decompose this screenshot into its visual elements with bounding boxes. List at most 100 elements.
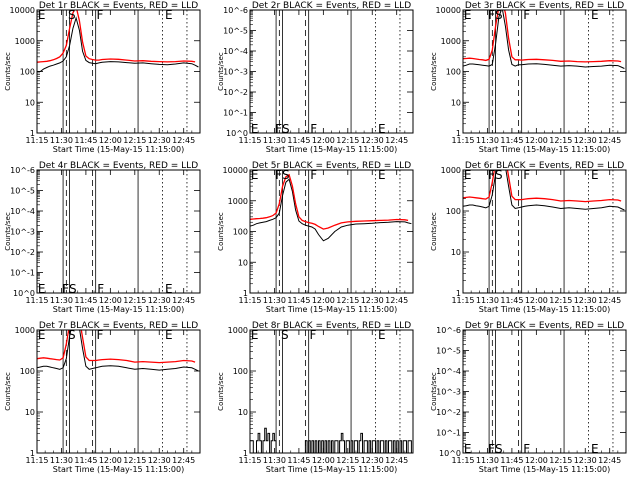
y-tick-label: 10^-5 xyxy=(436,347,461,356)
x-tick-label: 12:00 xyxy=(312,456,335,465)
x-tick-label: 11:30 xyxy=(263,136,286,145)
event-marker-label: E xyxy=(165,282,173,296)
x-tick-label: 11:15 xyxy=(238,456,261,465)
y-tick-label: 1 xyxy=(243,449,248,458)
y-tick-label: 1 xyxy=(30,449,35,458)
event-marker-label: F xyxy=(310,122,317,136)
y-tick-label: 10000 xyxy=(436,6,461,15)
x-tick-label: 12:00 xyxy=(312,136,335,145)
panel-title: Det 1r BLACK = Events, RED = LLD xyxy=(39,1,198,11)
x-tick-label: 12:30 xyxy=(361,296,384,305)
x-tick-label: 11:15 xyxy=(25,136,48,145)
y-tick-label: 1000 xyxy=(441,166,461,175)
y-tick-label: 100 xyxy=(20,68,35,77)
y-tick-label: 10 xyxy=(25,408,35,417)
x-axis-label: Start Time (15-May-15 11:15:00) xyxy=(266,305,397,314)
x-tick-label: 12:15 xyxy=(123,456,146,465)
event-marker-label: E xyxy=(251,122,259,136)
event-marker-label: F xyxy=(523,8,530,22)
x-tick-label: 11:45 xyxy=(287,456,310,465)
y-tick-label: 1 xyxy=(243,289,248,298)
y-tick-label: 1000 xyxy=(15,37,35,46)
x-tick-label: 12:30 xyxy=(361,136,384,145)
y-tick-label: 10000 xyxy=(223,166,248,175)
y-tick-label: 10^-1 xyxy=(10,269,35,278)
y-axis-label: Counts/sec xyxy=(4,52,12,91)
plot-frame xyxy=(249,329,414,454)
event-marker-label: F xyxy=(96,328,103,342)
x-tick-label: 12:45 xyxy=(598,456,621,465)
event-marker-label: S xyxy=(68,328,76,342)
y-axis-label: Counts/sec xyxy=(217,372,225,411)
x-tick-label: 12:15 xyxy=(549,296,572,305)
panel-title: Det 7r BLACK = Events, RED = LLD xyxy=(39,321,198,331)
event-marker-label: FS xyxy=(275,168,289,182)
x-tick-label: 11:15 xyxy=(238,296,261,305)
y-axis-label: Counts/sec xyxy=(217,52,225,91)
panel-title: Det 4r BLACK = Events, RED = LLD xyxy=(39,161,198,171)
x-tick-label: 11:15 xyxy=(451,136,474,145)
x-tick-label: 11:45 xyxy=(500,456,523,465)
x-tick-label: 11:45 xyxy=(500,136,523,145)
y-tick-label: 10 xyxy=(238,258,248,267)
x-axis-label: Start Time (15-May-15 11:15:00) xyxy=(53,305,184,314)
panel-title: Det 8r BLACK = Events, RED = LLD xyxy=(252,321,411,331)
x-tick-label: 12:30 xyxy=(361,456,384,465)
event-marker-label: F xyxy=(309,328,316,342)
y-tick-label: 100 xyxy=(446,207,461,216)
panel-title: Det 5r BLACK = Events, RED = LLD xyxy=(252,161,411,171)
x-tick-label: 11:30 xyxy=(263,456,286,465)
y-axis-label: Counts/sec xyxy=(430,212,438,251)
y-tick-label: 10^-4 xyxy=(436,367,461,376)
y-tick-label: 10^0 xyxy=(13,289,35,298)
event-marker-label: E xyxy=(378,328,386,342)
panel-det2r: Det 2r BLACK = Events, RED = LLD 10^0 10^-… xyxy=(217,1,414,154)
y-tick-label: 1000 xyxy=(228,197,248,206)
x-tick-label: 11:30 xyxy=(476,136,499,145)
panel-title: Det 3r BLACK = Events, RED = LLD xyxy=(465,1,624,11)
y-axis-label: Counts/sec xyxy=(4,372,12,411)
y-axis-label: Counts/sec xyxy=(430,52,438,91)
x-tick-label: 12:15 xyxy=(336,296,359,305)
event-marker-label: E xyxy=(464,168,472,182)
panel-det5r: Det 5r BLACK = Events, RED = LLD 1 10 100 10… xyxy=(217,161,414,314)
x-tick-label: 11:15 xyxy=(451,456,474,465)
x-axis-label: Start Time (15-May-15 11:15:00) xyxy=(53,145,184,154)
y-tick-label: 1 xyxy=(456,129,461,138)
plot-frame xyxy=(462,169,627,294)
x-tick-label: 11:30 xyxy=(50,456,73,465)
x-tick-label: 12:30 xyxy=(148,136,171,145)
y-tick-label: 100 xyxy=(20,367,35,376)
x-tick-label: 12:15 xyxy=(549,136,572,145)
lld-series-line xyxy=(250,173,409,230)
x-tick-label: 11:15 xyxy=(25,296,48,305)
x-tick-label: 12:15 xyxy=(123,136,146,145)
event-marker-label: F xyxy=(523,168,530,182)
x-tick-label: 12:45 xyxy=(598,136,621,145)
event-marker-label: F xyxy=(97,282,104,296)
y-tick-label: 10^-6 xyxy=(436,326,461,335)
x-tick-label: 11:45 xyxy=(74,456,97,465)
x-tick-label: 12:00 xyxy=(525,456,548,465)
panel-det8r: Det 8r BLACK = Events, RED = LLD 1 10 100 10… xyxy=(217,321,414,474)
y-tick-label: 1000 xyxy=(228,326,248,335)
y-tick-label: 10000 xyxy=(10,6,35,15)
panel-det9r: Det 9r BLACK = Events, RED = LLD 10^0 10^-… xyxy=(430,321,627,474)
y-tick-label: 100 xyxy=(233,228,248,237)
y-tick-label: 1000 xyxy=(441,37,461,46)
event-marker-label: E xyxy=(591,168,599,182)
x-tick-label: 11:15 xyxy=(451,296,474,305)
lld-series-line xyxy=(37,10,196,63)
x-axis-label: Start Time (15-May-15 11:15:00) xyxy=(266,465,397,474)
event-marker-label: E xyxy=(378,168,386,182)
events-series-line xyxy=(37,16,199,72)
plot-frame xyxy=(36,169,201,294)
y-tick-label: 10 xyxy=(451,98,461,107)
event-marker-label: E xyxy=(165,8,173,22)
y-axis-label: Counts/sec xyxy=(217,212,225,251)
x-tick-label: 12:00 xyxy=(312,296,335,305)
event-marker-label: E xyxy=(464,442,472,456)
event-marker-label: S xyxy=(281,328,289,342)
event-marker-label: E xyxy=(464,8,472,22)
